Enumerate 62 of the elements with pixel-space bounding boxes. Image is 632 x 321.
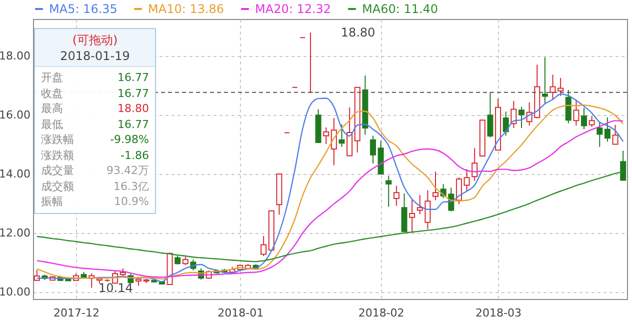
- annotation: 18.80: [118, 101, 149, 116]
- y-tick-label: 18.00: [0, 50, 30, 63]
- candlestick: [588, 115, 595, 128]
- candlestick: [386, 175, 392, 208]
- candlestick: [612, 124, 618, 145]
- candlestick: [542, 56, 548, 105]
- y-tick-label: 16.00: [0, 108, 30, 122]
- annotation: 涨跌幅: [41, 132, 74, 148]
- annotation: 16.77: [118, 70, 149, 86]
- annotation: -9.98%: [110, 132, 149, 148]
- x-tick-label: 2017-12: [54, 306, 100, 320]
- annotation: 16.77: [118, 116, 149, 132]
- candlestick: [393, 185, 400, 206]
- candlestick: [581, 108, 588, 130]
- y-tick-label: 10.00: [0, 285, 30, 298]
- candlestick: [502, 111, 509, 136]
- annotation: 16.3亿: [114, 178, 149, 194]
- legend-label: MA20: 12.32: [255, 2, 332, 16]
- annotation: 成交额: [41, 178, 74, 194]
- legend-label: MA10: 13.86: [148, 2, 224, 16]
- candlestick: [338, 124, 345, 148]
- annotation: (可拖动): [71, 32, 119, 48]
- y-tick-label: 14.00: [0, 168, 30, 181]
- candlestick: [472, 148, 478, 182]
- annotation: 93.42万: [106, 163, 149, 178]
- candlestick: [487, 92, 494, 138]
- x-tick-label: 2018-03: [476, 306, 522, 320]
- legend-label: MA60: 11.40: [362, 2, 438, 16]
- text: MA5: 16.35: [49, 2, 118, 16]
- annotation: 振幅: [41, 194, 63, 210]
- candlestick: [464, 168, 470, 192]
- candlestick: [604, 116, 610, 142]
- annotation: 10.9%: [114, 194, 149, 210]
- candlestick: [346, 106, 353, 156]
- annotation: 16.77: [118, 86, 149, 101]
- annotation: 收盘: [41, 86, 63, 101]
- candlestick: [456, 177, 462, 205]
- x-tick-label: 2018-01: [218, 306, 264, 320]
- candlestick: [573, 100, 580, 126]
- candlestick: [565, 90, 572, 124]
- candlestick: [260, 235, 267, 256]
- annotation: -1.86: [120, 148, 149, 163]
- candlestick: [596, 121, 603, 148]
- candlestick: [620, 150, 626, 181]
- annotation: 18.80: [340, 26, 376, 40]
- candlestick: [370, 135, 376, 164]
- candlestick: [409, 198, 416, 233]
- y-tick-label: 12.00: [0, 226, 30, 240]
- annotation: 涨跌额: [41, 148, 74, 163]
- annotation: 最高: [41, 101, 63, 116]
- annotation: 开盘: [41, 70, 63, 86]
- candlestick: [518, 106, 524, 129]
- annotation: 成交量: [41, 163, 74, 178]
- annotation: 10.14: [98, 280, 133, 295]
- candlestick: [432, 171, 439, 201]
- annotation: 2018-01-19: [59, 48, 131, 64]
- candlestick: [401, 192, 408, 232]
- candlestick: [510, 100, 517, 129]
- candlestick: [323, 126, 330, 144]
- annotation: 最低: [41, 116, 63, 132]
- x-tick-label: 2018-02: [358, 306, 404, 320]
- candlestick: [330, 118, 337, 166]
